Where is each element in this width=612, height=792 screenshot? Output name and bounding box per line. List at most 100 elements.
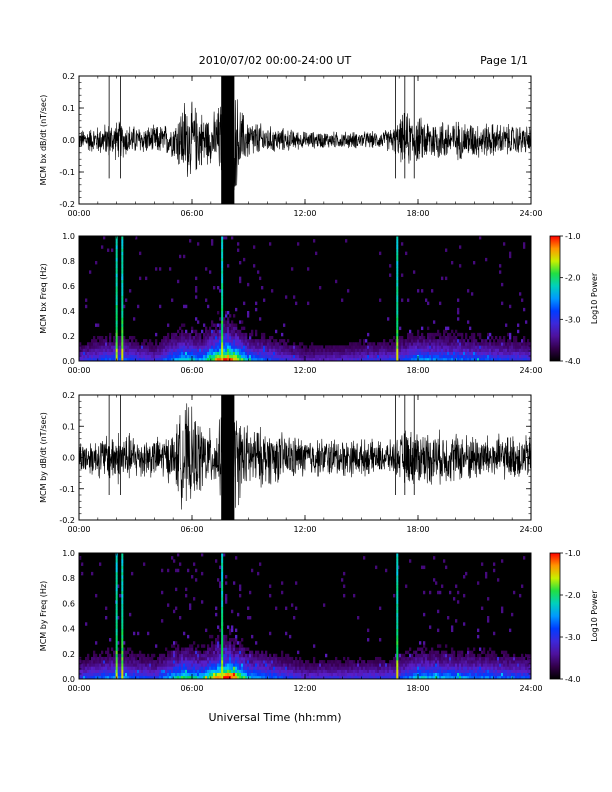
spectrogram-cell <box>495 345 498 349</box>
spectrogram-cell <box>183 647 186 651</box>
spectrogram-bright-line <box>396 581 399 585</box>
spectrogram-cell <box>391 675 394 680</box>
spectrogram-cell <box>429 590 432 595</box>
spectrogram-cell <box>197 242 200 246</box>
spectrogram-cell <box>345 357 348 362</box>
spectrogram-cell <box>243 351 246 356</box>
spectrogram-cell <box>335 345 338 349</box>
spectrogram-cell <box>505 351 508 356</box>
spectrogram-cell <box>475 348 478 352</box>
spectrogram-cell <box>255 345 258 349</box>
spectrogram-cell <box>249 590 252 595</box>
spectrogram-cell <box>113 357 116 362</box>
spectrogram-cell <box>455 672 458 677</box>
spectrogram-cell <box>81 672 84 677</box>
colorbar-tick-label: -1.0 <box>565 232 581 241</box>
spectrogram-cell <box>187 656 190 661</box>
spectrogram-cell <box>395 351 398 356</box>
spectrogram-cell <box>375 669 378 673</box>
spectrogram-bright-line <box>396 326 399 331</box>
spectrogram-cell <box>181 672 184 677</box>
spectrogram-cell <box>399 660 402 664</box>
spectrogram-cell <box>273 339 276 343</box>
spectrogram-cell <box>269 242 272 246</box>
spectrogram-cell <box>335 357 338 362</box>
spectrogram-cell <box>107 656 110 661</box>
spectrogram-cell <box>399 326 402 331</box>
spectrogram-cell <box>213 345 216 349</box>
spectrogram-cell <box>259 342 262 346</box>
spectrogram-cell <box>295 660 298 664</box>
spectrogram-cell <box>305 351 308 356</box>
spectrogram-cell <box>471 357 474 362</box>
spectrogram-cell <box>487 597 490 601</box>
spectrogram-cell <box>139 354 142 359</box>
spectrogram-cell <box>137 351 140 356</box>
spectrogram-cell <box>155 345 158 349</box>
spectrogram-cell <box>199 672 202 677</box>
spectrogram-cell <box>317 345 320 349</box>
spectrogram-cell <box>219 354 222 359</box>
spectrogram-cell <box>465 660 468 664</box>
spectrogram-cell <box>415 357 418 362</box>
spectrogram-cell <box>437 675 440 680</box>
spectrogram-cell <box>97 348 100 352</box>
spectrogram-cell <box>449 672 452 677</box>
spectrogram-cell <box>207 339 210 343</box>
spectrogram-cell <box>483 660 486 664</box>
spectrogram-cell <box>395 345 398 349</box>
spectrogram-cell <box>239 348 242 352</box>
spectrogram-cell <box>517 669 520 673</box>
spectrogram-cell <box>103 663 106 667</box>
spectrogram-cell <box>379 606 382 610</box>
spectrogram-cell <box>143 653 146 658</box>
spectrogram-cell <box>249 672 252 677</box>
spectrogram-cell <box>139 351 142 356</box>
spectrogram-cell <box>209 672 212 677</box>
spectrogram-cell <box>201 660 204 664</box>
spectrogram-cell <box>401 675 404 680</box>
spectrogram-bright-line <box>221 267 224 271</box>
spectrogram-cell <box>231 638 234 642</box>
spectrogram-cell <box>215 332 218 337</box>
spectrogram-cell <box>407 672 410 677</box>
spectrogram-cell <box>281 581 284 585</box>
spectrogram-cell <box>511 354 514 359</box>
spectrogram-cell <box>445 276 448 281</box>
spectrogram-cell <box>459 666 462 670</box>
spectrogram-cell <box>483 666 486 670</box>
spectrogram-bright-line <box>221 556 224 560</box>
spectrogram-cell <box>449 354 452 359</box>
spectrogram-cell <box>117 357 120 362</box>
spectrogram-cell <box>309 348 312 352</box>
spectrogram-cell <box>233 348 236 352</box>
spectrogram-cell <box>159 666 162 670</box>
spectrogram-cell <box>179 663 182 667</box>
spectrogram-cell <box>267 351 270 356</box>
spectrogram-cell <box>235 638 238 642</box>
spectrogram-cell <box>223 656 226 661</box>
spectrogram-cell <box>295 675 298 680</box>
spectrogram-bright-line <box>121 354 124 359</box>
spectrogram-cell <box>349 675 352 680</box>
spectrogram-cell <box>99 354 102 359</box>
spectrogram-cell <box>177 354 180 359</box>
spectrogram-cell <box>505 345 508 349</box>
spectrogram-cell <box>179 348 182 352</box>
spectrogram-cell <box>421 354 424 359</box>
spectrogram-cell <box>263 354 266 359</box>
spectrogram-cell <box>117 351 120 356</box>
spectrogram-cell <box>293 348 296 352</box>
spectrogram-cell <box>227 354 230 359</box>
spectrogram-cell <box>205 675 208 680</box>
spectrogram-cell <box>483 339 486 343</box>
colorbar <box>549 235 561 362</box>
spectrogram-cell <box>183 656 186 661</box>
spectrogram-cell <box>107 663 110 667</box>
spectrogram-cell <box>187 354 190 359</box>
spectrogram-cell <box>213 354 216 359</box>
spectrogram-cell <box>239 351 242 356</box>
spectrogram-cell <box>349 342 352 346</box>
spectrogram-cell <box>107 669 110 673</box>
spectrogram-cell <box>123 653 126 658</box>
